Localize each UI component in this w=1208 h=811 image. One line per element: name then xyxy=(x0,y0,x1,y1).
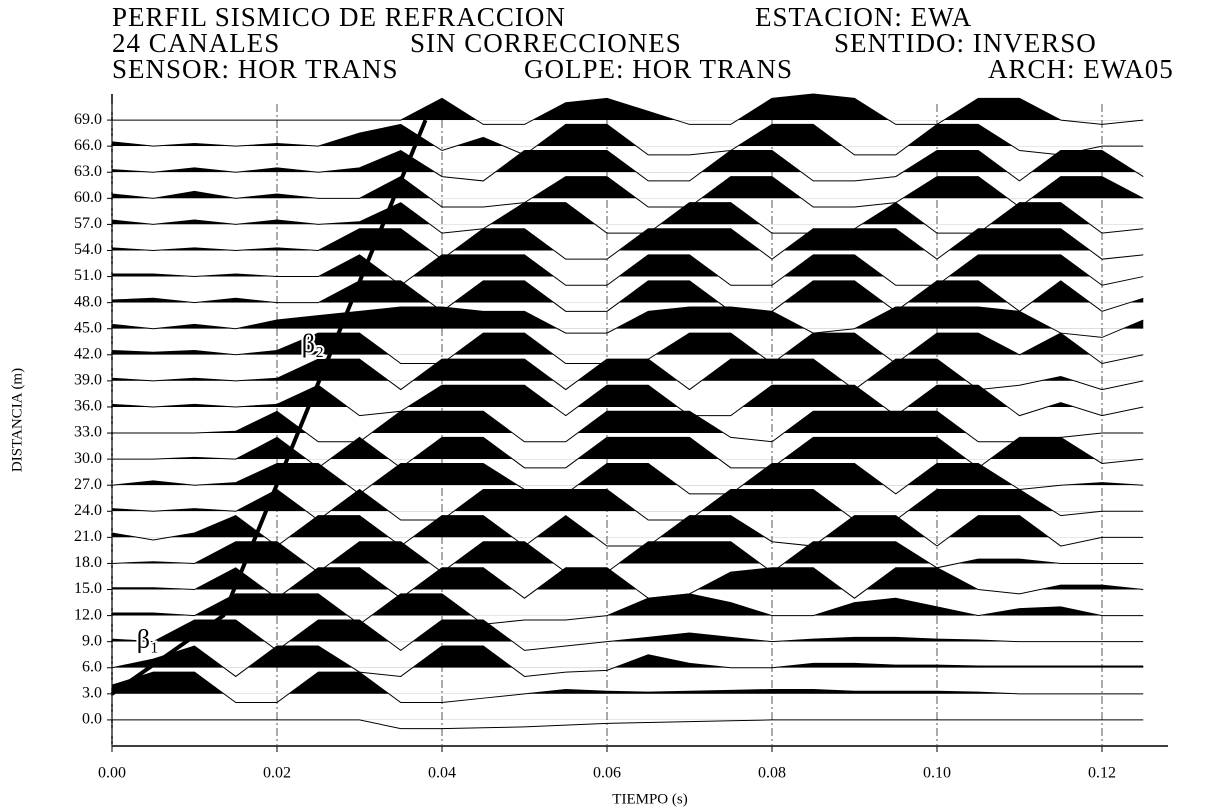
trace-line xyxy=(111,541,1144,573)
y-tick-label: 30.0 xyxy=(74,450,102,467)
trace-line xyxy=(112,719,1144,730)
trace-line xyxy=(111,488,1144,521)
trace-line xyxy=(111,332,1144,365)
trace-line xyxy=(111,175,1144,208)
trace-fill xyxy=(112,646,1144,668)
trace-line xyxy=(111,671,1144,704)
trace-fill xyxy=(112,489,1054,512)
trace-line xyxy=(111,306,1144,338)
y-tick-label: 60.0 xyxy=(74,189,102,206)
trace-fill xyxy=(112,567,1144,590)
y-tick-label: 27.0 xyxy=(74,476,102,493)
title-part: 24 CANALES xyxy=(112,28,280,58)
trace-line xyxy=(111,202,1144,234)
trace-line xyxy=(112,436,1144,469)
trace-line xyxy=(112,410,1144,443)
trace-line xyxy=(111,149,1144,182)
y-tick-label: 45.0 xyxy=(74,319,102,336)
trace-fill xyxy=(112,228,1091,251)
x-tick-label: 0.08 xyxy=(758,765,786,782)
trace-fill xyxy=(153,437,1096,460)
trace-line xyxy=(112,93,1144,125)
title-part: SENSOR: HOR TRANS xyxy=(112,54,399,84)
y-tick-label: 66.0 xyxy=(74,137,102,154)
trace-fill xyxy=(112,463,1144,486)
title-part: PERFIL SISMICO DE REFRACCION xyxy=(112,2,566,32)
trace-line xyxy=(111,515,1144,547)
trace-fill xyxy=(112,202,1091,225)
annotation: β₁ xyxy=(137,625,159,654)
trace-line xyxy=(111,619,1144,651)
trace-line xyxy=(111,123,1144,156)
trace-fill xyxy=(112,619,1020,642)
trace-fill xyxy=(112,124,1144,147)
y-tick-label: 6.0 xyxy=(82,658,102,675)
x-tick-label: 0.04 xyxy=(428,765,456,782)
x-tick-label: 0.00 xyxy=(98,765,126,782)
trace-fill xyxy=(112,333,1091,355)
annotation: β₂ xyxy=(302,329,324,358)
y-tick-label: 39.0 xyxy=(74,372,102,389)
y-tick-label: 48.0 xyxy=(74,293,102,310)
y-tick-label: 69.0 xyxy=(74,111,102,128)
trace-fill xyxy=(112,280,1144,303)
trace-line xyxy=(111,228,1144,260)
trace-fill xyxy=(112,672,1144,694)
title-part: SENTIDO: INVERSO xyxy=(834,28,1097,58)
title-part: GOLPE: HOR TRANS xyxy=(524,54,793,84)
y-tick-label: 54.0 xyxy=(74,241,102,258)
x-tick-label: 0.02 xyxy=(263,765,291,782)
trace-fill xyxy=(112,385,1075,407)
first-arrival-line xyxy=(110,119,428,696)
trace-fill xyxy=(112,150,1137,173)
y-tick-label: 33.0 xyxy=(74,424,102,441)
trace-line xyxy=(111,645,1144,678)
x-tick-label: 0.10 xyxy=(923,765,951,782)
trace-fill xyxy=(112,254,1091,277)
y-tick-label: 42.0 xyxy=(74,345,102,362)
y-tick-label: 12.0 xyxy=(74,606,102,623)
trace-line xyxy=(111,384,1144,417)
trace-line xyxy=(111,358,1144,391)
y-tick-label: 63.0 xyxy=(74,163,102,180)
title-part: ESTACION: EWA xyxy=(755,2,972,32)
title-part: SIN CORRECCIONES xyxy=(410,28,682,58)
y-tick-label: 21.0 xyxy=(74,528,102,545)
x-axis-label: TIEMPO (s) xyxy=(612,791,687,807)
trace-fill xyxy=(112,94,1144,121)
y-tick-label: 9.0 xyxy=(82,632,102,649)
y-tick-label: 36.0 xyxy=(74,398,102,415)
trace-fill xyxy=(112,411,1144,434)
y-tick-label: 3.0 xyxy=(82,685,102,702)
y-tick-label: 24.0 xyxy=(74,502,102,519)
y-tick-label: 57.0 xyxy=(74,215,102,232)
trace-fill xyxy=(112,720,1143,729)
trace-line xyxy=(112,593,1144,625)
title-part: ARCH: EWA05 xyxy=(988,54,1174,84)
y-tick-label: 51.0 xyxy=(74,267,102,284)
trace-line xyxy=(112,254,1144,286)
y-tick-label: 18.0 xyxy=(74,554,102,571)
trace-line xyxy=(111,280,1144,312)
x-tick-label: 0.06 xyxy=(593,765,621,782)
y-axis-label: DISTANCIA (m) xyxy=(9,368,25,472)
trace-fill xyxy=(112,541,1144,564)
y-tick-label: 15.0 xyxy=(74,580,102,597)
y-tick-label: 0.0 xyxy=(82,711,102,728)
trace-fill xyxy=(112,593,1102,616)
trace-line xyxy=(112,567,1144,599)
x-tick-label: 0.12 xyxy=(1088,765,1116,782)
trace-fill xyxy=(112,359,1144,381)
